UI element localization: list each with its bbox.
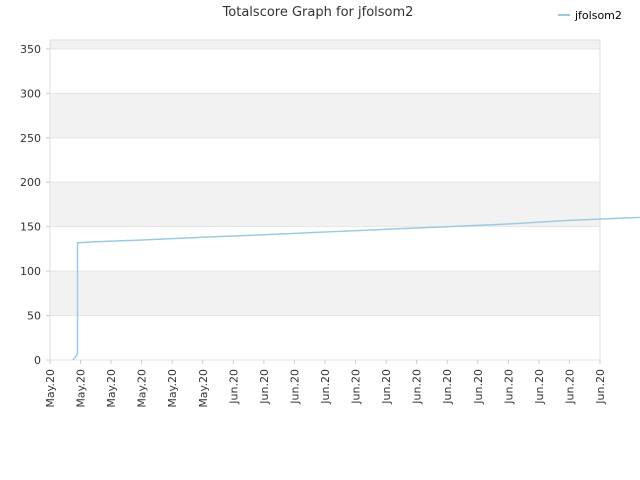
x-tick-label: Jun.20 (472, 369, 485, 405)
x-tick-label: Jun.20 (319, 369, 332, 405)
legend: jfolsom2 (558, 9, 622, 22)
plot-band (50, 93, 600, 138)
y-tick-label: 250 (20, 132, 41, 145)
y-tick-label: 50 (27, 310, 41, 323)
chart-title: Totalscore Graph for jfolsom2 (222, 5, 414, 20)
y-tick-label: 200 (20, 176, 41, 189)
y-tick-label: 300 (20, 87, 41, 100)
x-tick-label: Jun.20 (441, 369, 454, 405)
plot-bands (50, 40, 600, 316)
x-axis-ticks: May.20 May.20 May.20 May.20 May.20 May.20 Jun.… (44, 360, 607, 408)
plot-band (50, 182, 600, 227)
x-tick-label: May.20 (166, 369, 179, 408)
x-tick-label: Jun.20 (350, 369, 363, 405)
y-tick-label: 100 (20, 265, 41, 278)
x-tick-label: Jun.20 (411, 369, 424, 405)
x-tick-label: Jun.20 (502, 369, 515, 405)
series-line-jfolsom2 (72, 216, 640, 361)
x-tick-label: Jun.20 (258, 369, 271, 405)
series-group (72, 216, 640, 361)
x-tick-label: Jun.20 (533, 369, 546, 405)
x-tick-label: Jun.20 (594, 369, 607, 405)
x-tick-label: May.20 (136, 369, 149, 408)
x-tick-label: Jun.20 (288, 369, 301, 405)
plot-band (50, 271, 600, 316)
x-tick-label: Jun.20 (380, 369, 393, 405)
y-tick-label: 0 (34, 354, 41, 367)
y-axis-ticks: 0 50 100 150 200 250 300 350 (20, 43, 50, 367)
x-tick-label: May.20 (197, 369, 210, 408)
x-tick-label: May.20 (44, 369, 57, 408)
plot-band (50, 40, 600, 49)
y-tick-label: 350 (20, 43, 41, 56)
legend-label: jfolsom2 (574, 9, 622, 22)
y-tick-label: 150 (20, 221, 41, 234)
x-tick-label: Jun.20 (227, 369, 240, 405)
x-tick-label: May.20 (105, 369, 118, 408)
x-tick-label: Jun.20 (563, 369, 576, 405)
x-tick-label: May.20 (75, 369, 88, 408)
